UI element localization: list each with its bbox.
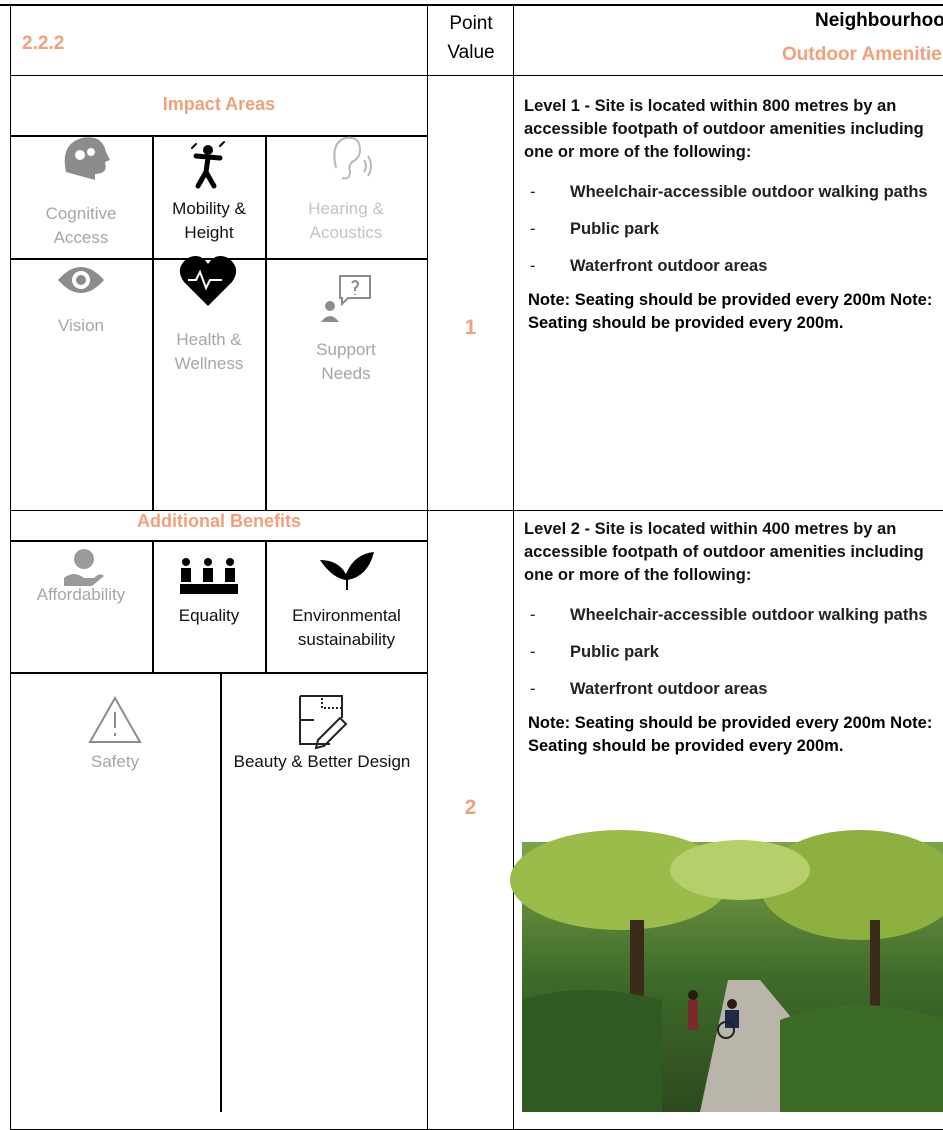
bullet: - <box>530 257 536 275</box>
impact-label: Hearing & Acoustics <box>308 199 384 242</box>
bullet: - <box>530 220 536 238</box>
section-number: 2.2.2 <box>22 33 65 54</box>
item-text: Waterfront outdoor areas <box>570 257 768 275</box>
impact-heading: Impact Areas <box>162 94 276 114</box>
note: Note: Seating should be provided every 2… <box>528 714 933 755</box>
list-item: - Waterfront outdoor areas <box>524 671 936 708</box>
item-text: Wheelchair-accessible outdoor walking pa… <box>570 183 928 201</box>
impact-label: Vision <box>58 316 104 335</box>
item-text: Public park <box>570 220 659 238</box>
top-rule <box>0 4 943 6</box>
benefit-label: Safety <box>90 752 140 771</box>
cell <box>427 75 514 511</box>
header-cell <box>10 5 428 76</box>
benefit-label: Environmental sustainability <box>292 606 401 649</box>
item-text: Public park <box>570 643 659 661</box>
item-text: Waterfront outdoor areas <box>570 680 768 698</box>
bullet: - <box>530 643 536 661</box>
grid-line <box>265 135 267 510</box>
grid-line <box>10 672 428 674</box>
subtitle: Outdoor Amenities <box>782 44 943 65</box>
item-list: - Wheelchair-accessible outdoor walking p… <box>524 597 936 708</box>
benefits-heading: Additional Benefits <box>136 511 301 531</box>
list-item: - Wheelchair-accessible outdoor walking p… <box>524 597 936 634</box>
level-intro: Level 2 - Site is located within 400 met… <box>524 520 924 584</box>
point-value: 1 <box>464 316 477 339</box>
impact-label: Cognitive Access <box>45 204 117 247</box>
impact-label: Support Needs <box>316 340 376 383</box>
bullet: - <box>530 606 536 624</box>
benefit-label: Affordability <box>36 585 126 604</box>
list-item: - Wheelchair-accessible outdoor walking p… <box>524 174 936 211</box>
grid-line <box>220 672 222 1112</box>
grid-line <box>10 135 428 137</box>
grid-line <box>10 540 428 542</box>
level-intro: Level 1 - Site is located within 800 met… <box>524 97 924 161</box>
level-description: Level 2 - Site is located within 400 met… <box>524 518 936 758</box>
item-text: Wheelchair-accessible outdoor walking pa… <box>570 606 928 624</box>
bullet: - <box>530 680 536 698</box>
grid-line <box>152 135 154 510</box>
cell <box>427 510 514 1130</box>
list-item: - Waterfront outdoor areas <box>524 248 936 285</box>
item-list: - Wheelchair-accessible outdoor walking p… <box>524 174 936 285</box>
grid-line <box>152 540 154 672</box>
level-description: Level 1 - Site is located within 800 met… <box>524 95 936 335</box>
benefit-label: Beauty & Better Design <box>233 752 411 771</box>
title: Neighbourhood <box>815 10 943 31</box>
list-item: - Public park <box>524 634 936 671</box>
point-value: 2 <box>464 796 477 819</box>
cell <box>10 75 428 511</box>
note: Note: Seating should be provided every 2… <box>528 291 933 332</box>
point-label: Point Value <box>447 13 495 63</box>
list-item: - Public park <box>524 211 936 248</box>
grid-line <box>265 540 267 672</box>
grid-line <box>10 258 428 260</box>
impact-label: Health & Wellness <box>174 330 244 373</box>
impact-label: Mobility & Height <box>172 199 246 242</box>
benefit-label: Equality <box>178 606 240 625</box>
bullet: - <box>530 183 536 201</box>
